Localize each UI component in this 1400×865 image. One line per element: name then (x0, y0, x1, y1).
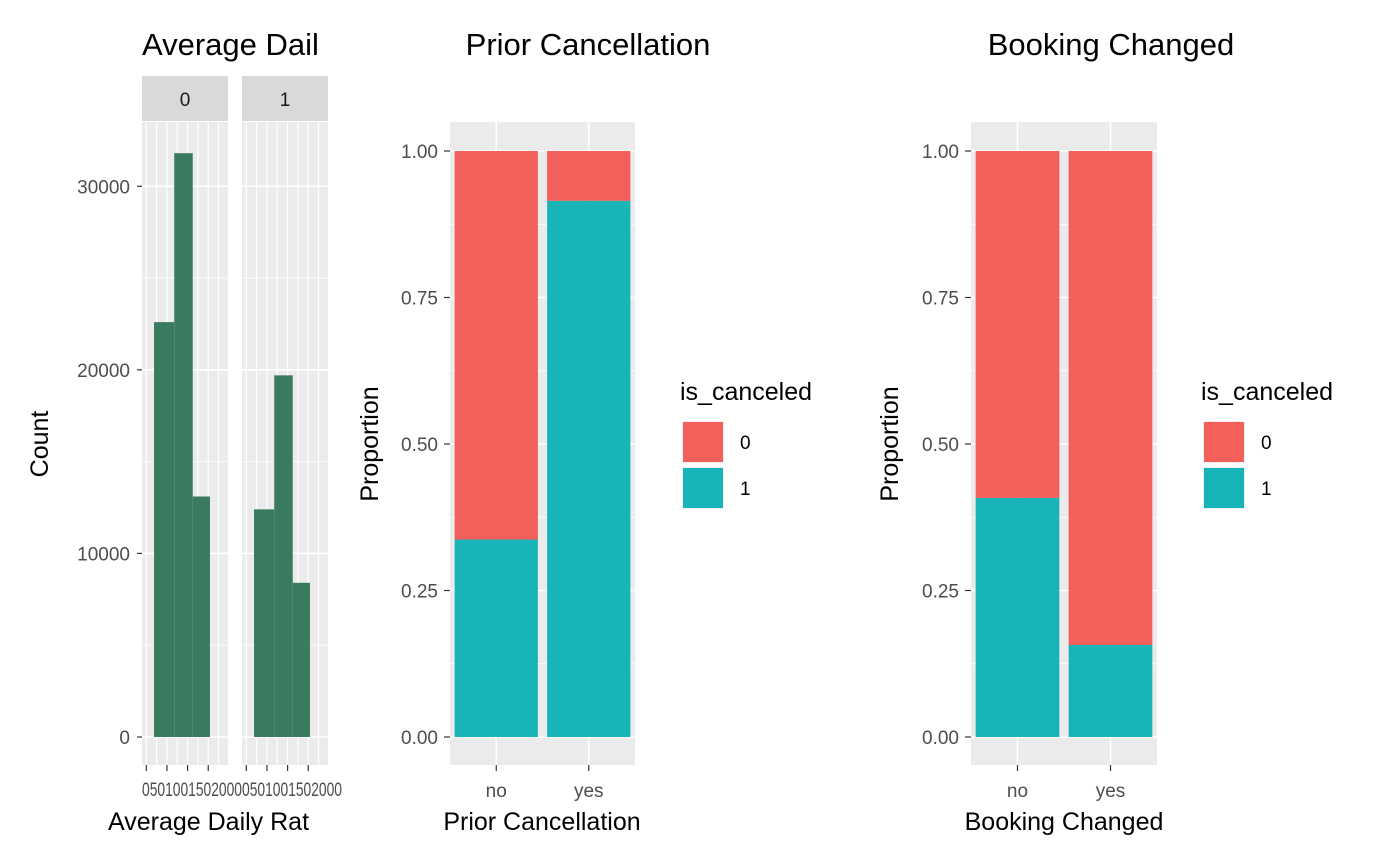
histogram-bar (192, 496, 210, 737)
booking-changed-x-axis: no yes (1007, 765, 1125, 802)
prior-cancellation-legend-title: is_canceled (680, 378, 812, 406)
facet-1-strip (242, 76, 328, 121)
booking-changed-panel: Booking Changed Proportion Booking Chang… (876, 27, 1333, 836)
facet-0-strip-label: 0 (180, 90, 191, 111)
histogram-y-tick-label: 20000 (77, 361, 130, 382)
histogram-panel: Average Dail Count Average Daily Rat 010… (26, 27, 342, 836)
p2-bar-segment (547, 151, 631, 201)
p2-bar-segment (454, 151, 538, 540)
p3-legend-label: 1 (1261, 479, 1272, 500)
p2-x-tick-label: yes (574, 781, 604, 802)
histogram-bar (154, 322, 175, 737)
p2-y-tick-label: 0.50 (401, 435, 438, 456)
histogram-y-tick-label: 10000 (77, 544, 130, 565)
p3-y-tick-label: 0.00 (922, 728, 959, 749)
booking-changed-legend: is_canceled 0 1 (1201, 378, 1333, 509)
facet-0-bars (154, 153, 210, 737)
facet-1-strip-label: 1 (280, 90, 291, 111)
p2-y-tick-label: 1.00 (401, 142, 438, 163)
histogram-y-tick-label: 30000 (77, 177, 130, 198)
prior-cancellation-y-axis: 0.00 0.25 0.50 0.75 1.00 (401, 142, 450, 749)
facet-1: 1 0501001502000 (242, 76, 342, 801)
p3-bar-segment (975, 497, 1060, 737)
facet-1-x-tick-labels: 0501001502000 (242, 780, 342, 801)
histogram-bar (292, 582, 310, 737)
histogram-title: Average Dail (142, 27, 319, 62)
p3-x-tick-label: no (1007, 781, 1028, 802)
prior-cancellation-panel: Prior Cancellation Proportion Prior Canc… (356, 27, 812, 836)
histogram-y-axis-title: Count (26, 411, 54, 478)
histogram-y-tick-label: 0 (119, 728, 130, 749)
p3-bar-segment (1068, 644, 1153, 737)
p3-legend-swatch (1204, 422, 1244, 462)
histogram-x-axis-title: Average Daily Rat (108, 808, 309, 836)
p3-x-tick-label: yes (1096, 781, 1126, 802)
facet-0-x-axis: 0501001502000 (142, 765, 242, 801)
p2-y-tick-label: 0.25 (401, 582, 438, 603)
facet-0-x-tick-labels: 0501001502000 (142, 780, 242, 801)
prior-cancellation-x-axis: no yes (486, 765, 604, 802)
p2-legend-label: 1 (740, 479, 751, 500)
p3-bar-segment (975, 151, 1060, 498)
histogram-bar (174, 153, 193, 737)
p2-y-tick-label: 0.00 (401, 728, 438, 749)
p3-y-tick-label: 1.00 (922, 142, 959, 163)
p3-legend-swatch (1204, 468, 1244, 508)
p2-bar-segment (547, 200, 631, 737)
p2-bar-segment (454, 539, 538, 737)
histogram-y-axis: 0 10000 20000 30000 (77, 177, 142, 749)
booking-changed-bars (975, 151, 1153, 737)
prior-cancellation-x-axis-title: Prior Cancellation (443, 808, 640, 836)
p2-y-tick-label: 0.75 (401, 289, 438, 310)
prior-cancellation-bars (454, 151, 631, 737)
p3-y-tick-label: 0.25 (922, 582, 959, 603)
booking-changed-title: Booking Changed (988, 27, 1234, 62)
facet-0: 0 0501001502000 (142, 76, 242, 801)
booking-changed-y-axis-title: Proportion (876, 386, 904, 501)
booking-changed-y-axis: 0.00 0.25 0.50 0.75 1.00 (922, 142, 971, 749)
p3-bar-segment (1068, 151, 1153, 645)
histogram-bar (274, 375, 293, 737)
p2-legend-swatch (683, 468, 723, 508)
p3-legend-label: 0 (1261, 433, 1272, 454)
p2-x-tick-label: no (486, 781, 507, 802)
p3-y-tick-label: 0.75 (922, 289, 959, 310)
p2-legend-swatch (683, 422, 723, 462)
prior-cancellation-y-axis-title: Proportion (356, 386, 384, 501)
facet-0-strip (142, 76, 228, 121)
booking-changed-legend-title: is_canceled (1201, 378, 1333, 406)
p2-legend-label: 0 (740, 433, 751, 454)
booking-changed-x-axis-title: Booking Changed (965, 808, 1164, 836)
prior-cancellation-title: Prior Cancellation (466, 27, 711, 62)
facet-1-bars (254, 375, 310, 737)
p3-y-tick-label: 0.50 (922, 435, 959, 456)
facet-1-x-axis: 0501001502000 (242, 765, 342, 801)
prior-cancellation-legend: is_canceled 0 1 (680, 378, 812, 509)
histogram-bar (254, 509, 275, 737)
